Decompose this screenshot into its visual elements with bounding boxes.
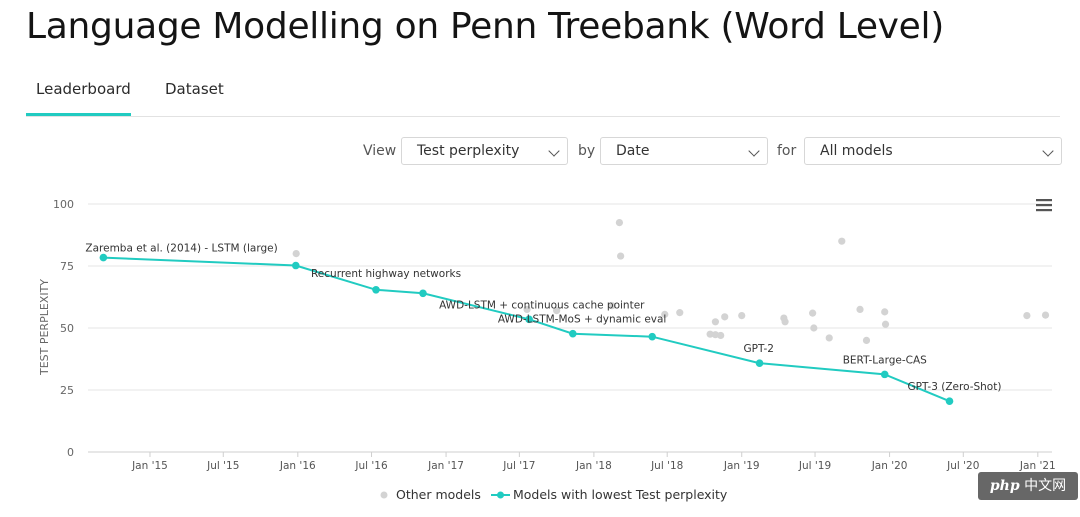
other-model-point[interactable] [661,310,669,318]
sota-model-point[interactable] [419,289,427,298]
y-tick-label: 25 [60,384,74,397]
sota-model-point[interactable] [569,329,577,338]
other-model-point[interactable] [738,312,746,320]
legend-sota-marker [497,491,504,499]
x-tick-label: Jul '19 [798,460,831,472]
chart-legend: Other models Models with lowest Test per… [380,487,728,502]
chevron-down-icon [748,145,760,157]
sota-series-points [99,253,954,405]
x-tick-label: Jul '15 [206,460,239,472]
watermark-prefix: php [989,478,1020,494]
point-labels: Zaremba et al. (2014) - LSTM (large) Recu… [85,243,1001,394]
other-model-point[interactable] [608,302,616,310]
sota-model-point[interactable] [99,253,108,262]
view-select[interactable]: Test perplexity [401,137,568,165]
x-tick-label: Jan '19 [723,460,760,472]
x-tick-label: Jul '18 [650,460,683,472]
chevron-down-icon [1042,145,1054,157]
x-tick-label: Jan '17 [427,460,464,472]
other-model-point[interactable] [523,305,531,313]
other-model-point[interactable] [711,318,720,326]
legend-sota-label[interactable]: Models with lowest Test perplexity [513,487,728,502]
watermark-suffix: 中文网 [1024,478,1067,494]
x-tick-label: Jan '15 [131,460,168,472]
y-tick-label: 0 [67,446,74,459]
other-model-point[interactable] [706,330,714,338]
sota-model-point[interactable] [291,261,300,270]
y-tick-label: 100 [53,198,74,211]
other-model-point[interactable] [617,252,625,260]
sota-model-point[interactable] [880,370,889,379]
x-tick-label: Jan '21 [1019,460,1056,472]
x-tick-label: Jan '16 [279,460,316,472]
other-model-point[interactable] [292,250,300,258]
legend-other-marker [380,491,388,499]
other-model-point[interactable] [862,336,871,344]
other-model-point[interactable] [881,308,889,316]
for-select-value: All models [820,143,893,159]
x-axis-ticks: Jan '15 Jul '15 Jan '16 Jul '16 Jan '17 Jul '… [131,452,1056,472]
chart-filters: View Test perplexity by Date for All mod… [0,137,1080,167]
for-label: for [777,143,797,159]
tab-bar: Leaderboard Dataset [26,70,1060,117]
point-label: Recurrent highway networks [311,268,461,280]
sota-model-point[interactable] [648,332,657,341]
by-select[interactable]: Date [600,137,768,165]
page-title: Language Modelling on Penn Treebank (Wor… [26,6,944,47]
point-label: AWD-LSTM + continuous cache pointer [439,299,645,311]
x-tick-label: Jul '16 [354,460,388,472]
by-select-value: Date [616,143,650,159]
other-model-point[interactable] [676,309,684,317]
chevron-down-icon [548,145,560,157]
other-model-point[interactable] [1041,311,1050,319]
x-tick-label: Jan '18 [575,460,612,472]
view-select-value: Test perplexity [417,143,520,159]
point-label: GPT-2 [744,343,774,355]
x-tick-label: Jan '20 [871,460,908,472]
sota-model-point[interactable] [755,359,764,368]
other-model-point[interactable] [856,305,864,313]
sota-series-line [103,256,950,403]
legend-other-label[interactable]: Other models [396,487,481,502]
active-tab-indicator [26,113,131,116]
point-label: AWD-LSTM-MoS + dynamic eval [498,314,667,326]
sota-model-point[interactable] [525,315,533,324]
y-tick-label: 50 [60,322,74,335]
other-model-point[interactable] [825,334,833,342]
by-label: by [578,143,596,159]
tab-leaderboard[interactable]: Leaderboard [36,80,131,98]
for-select[interactable]: All models [804,137,1062,165]
other-model-point[interactable] [1023,312,1031,320]
y-axis-label: TEST PERPLEXITY [38,279,51,376]
other-model-point[interactable] [809,309,817,317]
grid-lines [88,203,1052,453]
watermark: php 中文网 [978,472,1078,500]
view-label: View [363,143,397,159]
x-tick-label: Jul '20 [946,460,979,472]
point-label: Zaremba et al. (2014) - LSTM (large) [85,243,277,255]
sota-model-point[interactable] [372,286,380,294]
other-model-point[interactable] [838,237,846,245]
other-models-series [292,219,1050,344]
menu-icon[interactable] [1036,199,1052,212]
other-model-point[interactable] [711,331,720,339]
point-label: BERT-Large-CAS [843,354,927,366]
x-tick-label: Jul '17 [502,460,535,472]
other-model-point[interactable] [781,318,789,326]
sota-model-point[interactable] [945,397,954,405]
point-label: GPT-3 (Zero-Shot) [908,381,1002,393]
other-model-point[interactable] [881,320,890,328]
other-model-point[interactable] [553,307,561,315]
other-model-point[interactable] [615,219,624,227]
tab-dataset[interactable]: Dataset [165,80,224,98]
other-model-point[interactable] [717,331,725,340]
other-model-point[interactable] [810,324,818,332]
y-tick-label: 75 [60,260,74,273]
y-axis-ticks: 0 25 50 75 100 [53,198,74,459]
other-model-point[interactable] [721,313,729,321]
